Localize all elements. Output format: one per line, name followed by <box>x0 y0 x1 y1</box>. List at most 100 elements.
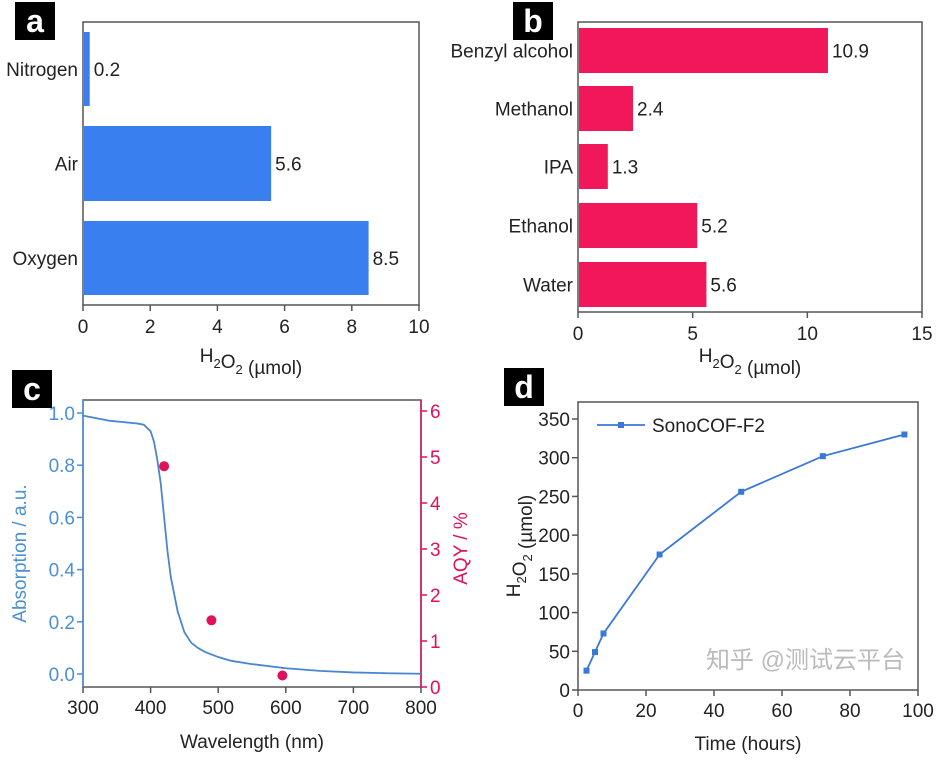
x-tick-label: 0 <box>78 317 89 338</box>
x-tick-label: 10 <box>797 324 818 345</box>
bar-value-label: 5.2 <box>701 217 727 238</box>
sonocof-f2-point <box>592 649 598 656</box>
x-tick-label: 2 <box>145 317 156 338</box>
panel-label-box <box>513 2 553 40</box>
y-tick-label: 0.2 <box>49 613 75 634</box>
x-tick-label: 6 <box>279 317 290 338</box>
aqy-point <box>277 670 288 681</box>
x-tick-label: 0 <box>573 701 584 722</box>
absorption-line <box>82 414 422 675</box>
plot-frame <box>577 21 923 313</box>
x-tick-label: 20 <box>635 701 656 722</box>
sonocof-f2-line <box>585 433 905 672</box>
y-tick-label: 150 <box>538 565 570 586</box>
bar-ethanol <box>579 203 698 248</box>
bar-air <box>84 126 272 201</box>
bar-value-label: 10.9 <box>832 42 869 63</box>
bar-ipa <box>579 144 608 189</box>
legend-marker <box>618 422 624 428</box>
y2-tick-label: 5 <box>430 448 441 469</box>
bar-value-label: 1.3 <box>612 158 638 179</box>
y2-tick-label: 4 <box>430 494 441 515</box>
x-tick-label: 4 <box>212 317 223 338</box>
x-tick-label: 60 <box>771 701 792 722</box>
y2-tick-label: 3 <box>430 540 441 561</box>
y2-axis-label: AQY / % <box>451 512 472 585</box>
y2-tick-label: 1 <box>430 632 441 653</box>
sonocof-f2-point <box>656 551 663 558</box>
x-axis-label: Wavelength (nm) <box>180 732 324 753</box>
y-axis-label-text: H2O2 (µmol) <box>504 495 537 597</box>
plot-frame <box>82 21 420 306</box>
category-label: Methanol <box>495 100 573 121</box>
bar-value-label: 5.6 <box>275 155 301 176</box>
y-tick-label: 300 <box>538 449 570 470</box>
bar-value-label: 0.2 <box>94 60 120 81</box>
y-tick-label: 350 <box>538 410 570 431</box>
x-axis-label: H2O2 (µmol) <box>699 346 801 379</box>
bar-oxygen <box>84 221 369 295</box>
x-tick-label: 600 <box>270 698 302 719</box>
x-tick-label: 80 <box>839 701 860 722</box>
y-tick-label: 0.6 <box>49 508 75 529</box>
bar-value-label: 5.6 <box>710 276 736 297</box>
x-axis-label: Time (hours) <box>695 734 802 755</box>
y2-tick-label: 0 <box>430 678 441 699</box>
aqy-point <box>206 615 217 626</box>
x-tick-label: 5 <box>687 324 698 345</box>
panel-label-box <box>15 2 55 40</box>
x-axis-label-text: H2O2 (µmol) <box>699 346 801 379</box>
aqy-point <box>159 461 170 472</box>
x-tick-label: 100 <box>902 701 934 722</box>
y-axis-label: Absorption / a.u. <box>10 484 31 622</box>
x-tick-label: 800 <box>405 698 437 719</box>
x-axis-label-text: H2O2 (µmol) <box>200 346 302 379</box>
x-tick-label: 0 <box>573 324 584 345</box>
y-tick-label: 100 <box>538 604 570 625</box>
sonocof-f2-point <box>738 488 745 495</box>
category-label: Nitrogen <box>6 60 78 81</box>
y-tick-label: 0 <box>559 681 570 702</box>
watermark: 知乎 @测试云平台 <box>706 647 905 674</box>
x-tick-label: 40 <box>703 701 724 722</box>
y-axis-label: H2O2 (µmol) <box>504 495 537 597</box>
y-tick-label: 0.0 <box>49 665 75 686</box>
x-tick-label: 10 <box>408 317 429 338</box>
x-tick-label: 700 <box>338 698 370 719</box>
category-label: Water <box>523 276 574 297</box>
sonocof-f2-point <box>600 630 607 637</box>
x-tick-label: 8 <box>347 317 358 338</box>
panel-label: a <box>26 3 44 39</box>
sonocof-f2-point <box>583 667 590 674</box>
x-tick-label: 15 <box>911 324 932 345</box>
category-label: Ethanol <box>509 217 573 238</box>
plot-frame <box>82 399 422 688</box>
x-tick-label: 500 <box>202 698 234 719</box>
bar-value-label: 8.5 <box>373 249 399 270</box>
sonocof-f2-point <box>901 431 908 438</box>
y-tick-label: 50 <box>549 642 570 663</box>
sonocof-f2-point <box>819 453 826 460</box>
y2-tick-label: 2 <box>430 586 441 607</box>
bar-nitrogen <box>84 32 90 106</box>
y-tick-label: 0.8 <box>49 456 75 477</box>
bar-water <box>579 262 707 307</box>
panel-label: b <box>523 3 543 39</box>
bar-methanol <box>579 86 634 131</box>
panel-label-box <box>12 370 52 408</box>
category-label: Benzyl alcohol <box>450 42 573 63</box>
x-tick-label: 400 <box>135 698 167 719</box>
panel-label-box <box>504 368 544 406</box>
bar-benzyl-alcohol <box>579 28 828 73</box>
legend-label: SonoCOF-F2 <box>652 416 765 437</box>
y-tick-label: 200 <box>538 526 570 547</box>
panel-label: c <box>23 371 41 407</box>
bar-value-label: 2.4 <box>637 100 664 121</box>
y-tick-label: 0.4 <box>49 561 76 582</box>
category-label: Air <box>55 155 79 176</box>
x-axis-label: H2O2 (µmol) <box>200 346 302 379</box>
y-tick-label: 1.0 <box>49 404 75 425</box>
y2-tick-label: 6 <box>430 402 441 423</box>
plot-frame <box>577 401 919 691</box>
